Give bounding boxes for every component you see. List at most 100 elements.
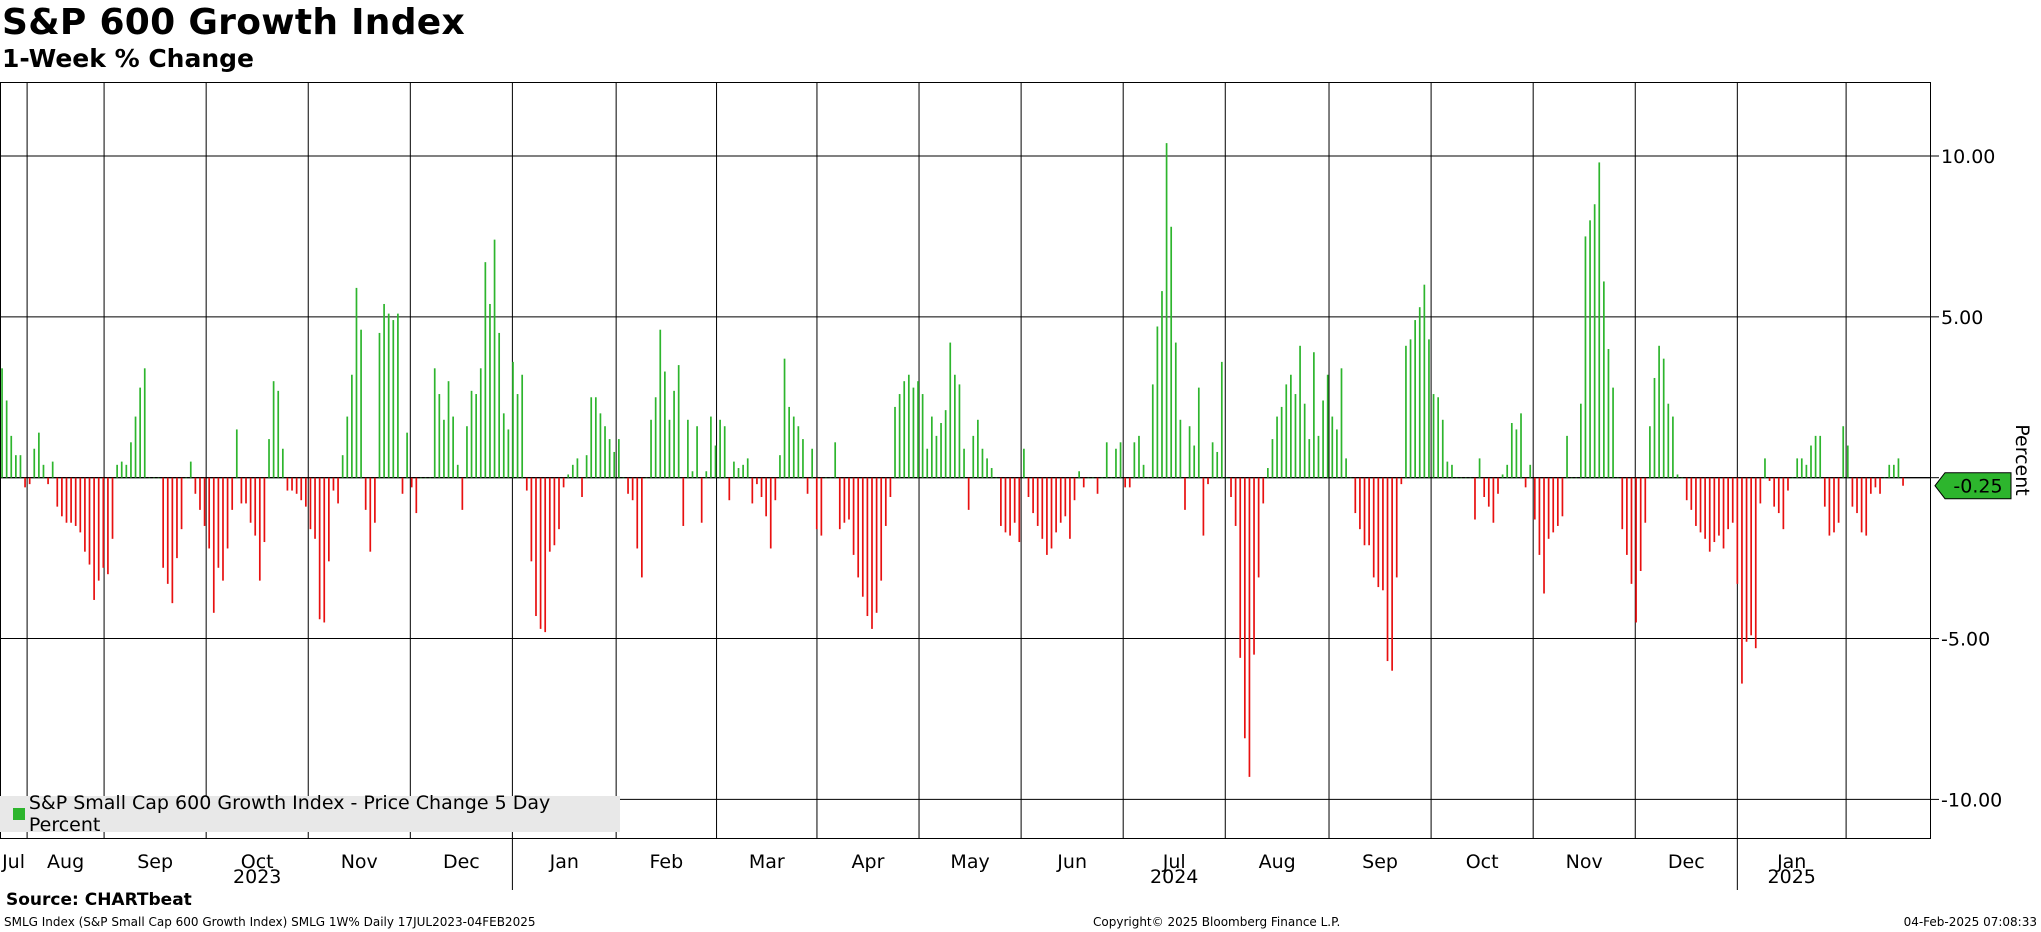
bar — [1087, 477, 1090, 479]
bar — [691, 471, 694, 478]
bar — [783, 358, 786, 478]
bar — [530, 477, 533, 562]
bar — [452, 416, 454, 478]
bar — [512, 361, 514, 478]
bar — [1115, 448, 1117, 478]
bar — [456, 464, 459, 478]
bar — [1216, 451, 1219, 478]
bar — [1768, 477, 1771, 481]
x-tick-label: Nov — [341, 851, 378, 873]
bar — [24, 477, 26, 488]
bar — [318, 477, 321, 620]
bar — [1892, 464, 1895, 478]
bar — [125, 464, 128, 478]
bar — [406, 432, 408, 478]
bar — [1193, 445, 1196, 478]
bar — [645, 477, 648, 479]
bar — [397, 313, 399, 478]
plot-frame — [0, 82, 1931, 839]
bar — [1469, 477, 1472, 479]
bar — [576, 458, 579, 478]
bar — [843, 477, 846, 523]
bar — [1750, 477, 1753, 636]
bar — [10, 435, 13, 478]
bar — [1483, 477, 1486, 497]
bar — [337, 477, 339, 504]
bar — [834, 442, 837, 478]
bar — [1322, 400, 1324, 478]
bar — [1262, 477, 1265, 504]
bar — [475, 394, 477, 478]
bar — [1354, 477, 1357, 514]
bar — [654, 397, 657, 478]
bar — [1372, 477, 1375, 578]
x-tick-label: Apr — [852, 851, 885, 873]
year-label: 2025 — [1768, 866, 1816, 888]
bar — [351, 374, 353, 478]
bar — [1266, 468, 1269, 478]
bar — [374, 477, 376, 523]
bar — [1290, 374, 1292, 478]
bar — [1515, 429, 1518, 478]
bar — [249, 477, 252, 523]
bar — [1073, 477, 1076, 501]
bar — [1023, 448, 1025, 478]
bar — [1138, 435, 1140, 478]
bar — [1487, 477, 1490, 507]
bar — [788, 406, 790, 478]
y-tick-labels: -10.00 -5.00 5.00 10.00 — [1941, 146, 2002, 811]
bar — [1460, 477, 1463, 479]
bar — [222, 477, 224, 581]
bar — [1538, 477, 1541, 555]
bar — [963, 448, 965, 478]
bar — [664, 371, 666, 478]
bar — [1303, 403, 1306, 478]
bar — [1243, 477, 1246, 739]
bar — [28, 477, 31, 485]
bar — [1280, 406, 1283, 478]
bar — [1846, 445, 1849, 478]
bar — [1184, 477, 1186, 510]
bar — [1556, 477, 1559, 526]
bar — [148, 477, 151, 479]
x-tick-label: Feb — [650, 851, 684, 873]
bar — [332, 477, 335, 491]
bar — [1032, 477, 1034, 514]
bar — [1110, 477, 1113, 479]
bar — [470, 390, 473, 478]
bar — [314, 477, 316, 539]
bar — [443, 419, 445, 478]
bar — [949, 342, 952, 478]
bar — [903, 381, 906, 478]
bar — [700, 477, 703, 523]
bar — [194, 477, 197, 494]
bar — [254, 477, 257, 536]
bar — [1170, 226, 1173, 478]
bar — [38, 432, 40, 478]
bar — [1533, 477, 1536, 520]
bar — [1151, 384, 1154, 478]
bar — [944, 410, 947, 478]
bar — [622, 477, 625, 479]
bar — [166, 477, 169, 584]
bar — [489, 303, 491, 478]
bar — [420, 477, 422, 479]
bar — [116, 464, 118, 478]
bar — [1349, 477, 1352, 479]
bar — [199, 477, 201, 510]
bar — [1101, 477, 1103, 479]
bar — [1681, 477, 1683, 479]
bar — [1579, 403, 1582, 478]
bar — [553, 477, 556, 546]
legend-label: S&P Small Cap 600 Growth Index - Price C… — [28, 792, 551, 836]
bar — [1211, 442, 1214, 478]
bar — [300, 477, 303, 501]
bar — [792, 416, 795, 478]
bar — [1096, 477, 1099, 494]
bar — [898, 394, 901, 478]
bar — [1492, 477, 1495, 523]
bar — [1791, 477, 1794, 479]
bar — [912, 387, 915, 478]
bar — [1662, 358, 1665, 478]
bar — [1013, 477, 1016, 523]
